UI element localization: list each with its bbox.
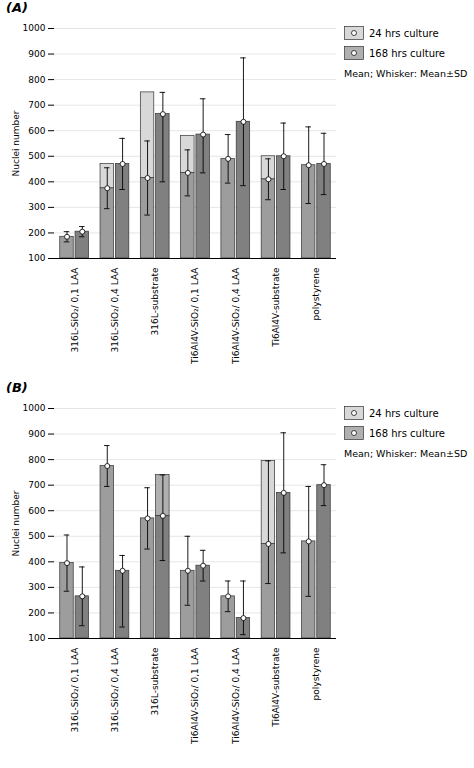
svg-text:Ti6Al4V-substrate: Ti6Al4V-substrate: [271, 267, 281, 348]
svg-text:polystyrene: polystyrene: [311, 267, 321, 320]
svg-text:1000: 1000: [23, 403, 46, 413]
svg-text:200: 200: [28, 608, 45, 618]
svg-text:300: 300: [28, 202, 45, 212]
svg-text:400: 400: [28, 557, 45, 567]
html-text:24 hrs culture: 24 hrs culture: [369, 407, 439, 419]
svg-text:316L-substrate: 316L-substrate: [150, 267, 160, 335]
svg-text:Nuclei number: Nuclei number: [11, 110, 21, 176]
svg-text:Nuclei number: Nuclei number: [11, 490, 21, 556]
svg-text:500: 500: [28, 531, 45, 541]
svg-text:polystyrene: polystyrene: [311, 647, 321, 700]
svg-text:700: 700: [28, 100, 45, 110]
html-text:24 hrs culture: 24 hrs culture: [369, 27, 439, 39]
svg-text:Ti6Al4V-SiO₂/ 0,1 LAA: Ti6Al4V-SiO₂/ 0,1 LAA: [190, 647, 200, 745]
svg-text:Ti6Al4V-SiO₂/ 0,1 LAA: Ti6Al4V-SiO₂/ 0,1 LAA: [190, 267, 200, 365]
html-text:(A): (A): [6, 0, 28, 15]
svg-text:Ti6Al4V-substrate: Ti6Al4V-substrate: [271, 647, 281, 728]
svg-text:1000: 1000: [23, 23, 46, 33]
svg-text:400: 400: [28, 177, 45, 187]
svg-text:200: 200: [28, 228, 45, 238]
svg-text:Ti6Al4V-SiO₂/ 0,4 LAA: Ti6Al4V-SiO₂/ 0,4 LAA: [231, 647, 241, 745]
svg-text:800: 800: [28, 74, 45, 84]
svg-text:900: 900: [28, 49, 45, 59]
html-text:Mean; Whisker: Mean±SD: Mean; Whisker: Mean±SD: [344, 68, 468, 79]
html-text:(B): (B): [6, 380, 28, 395]
svg-text:Ti6Al4V-SiO₂/ 0,4 LAA: Ti6Al4V-SiO₂/ 0,4 LAA: [231, 267, 241, 365]
svg-text:300: 300: [28, 582, 45, 592]
svg-text:316L-substrate: 316L-substrate: [150, 647, 160, 715]
svg-text:316L-SiO₂/ 0,4 LAA: 316L-SiO₂/ 0,4 LAA: [110, 267, 120, 353]
svg-text:316L-SiO₂/ 0,1 LAA: 316L-SiO₂/ 0,1 LAA: [70, 267, 80, 353]
svg-text:316L-SiO₂/ 0,1 LAA: 316L-SiO₂/ 0,1 LAA: [70, 647, 80, 733]
svg-text:900: 900: [28, 429, 45, 439]
svg-text:600: 600: [28, 506, 45, 516]
html-text:Mean; Whisker: Mean±SD: Mean; Whisker: Mean±SD: [344, 448, 468, 459]
svg-text:100: 100: [28, 633, 45, 643]
svg-text:100: 100: [28, 253, 45, 263]
html-text:168 hrs culture: 168 hrs culture: [369, 47, 445, 59]
svg-text:500: 500: [28, 151, 45, 161]
svg-text:600: 600: [28, 126, 45, 136]
svg-text:316L-SiO₂/ 0,4 LAA: 316L-SiO₂/ 0,4 LAA: [110, 647, 120, 733]
svg-text:800: 800: [28, 454, 45, 464]
svg-text:700: 700: [28, 480, 45, 490]
html-text:168 hrs culture: 168 hrs culture: [369, 427, 445, 439]
